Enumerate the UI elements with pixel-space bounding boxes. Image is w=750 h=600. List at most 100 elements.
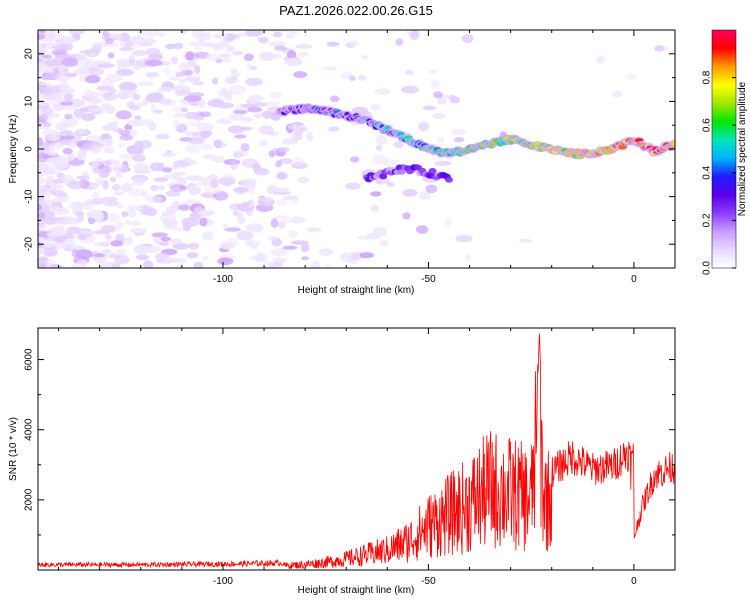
noise-blob: [228, 46, 235, 52]
branch-point: [428, 168, 437, 174]
noise-blob: [217, 89, 230, 98]
noise-blob: [277, 221, 286, 229]
noise-blob: [224, 227, 242, 232]
noise-blob: [425, 184, 438, 194]
noise-blob: [199, 144, 214, 150]
noise-blob: [153, 236, 161, 244]
noise-blob: [129, 220, 142, 227]
noise-blob: [106, 212, 120, 223]
noise-blob: [154, 109, 163, 114]
noise-blob: [286, 50, 297, 60]
noise-blob: [228, 34, 241, 40]
noise-blob: [92, 41, 108, 48]
noise-blob: [104, 160, 112, 165]
noise-blob: [38, 110, 43, 117]
noise-blob: [372, 227, 387, 237]
noise-blob: [153, 177, 169, 183]
snr-y-axis-label: SNR (10 * v/v): [8, 417, 19, 481]
noise-blob: [105, 105, 116, 114]
noise-blob: [118, 153, 135, 160]
noise-blob: [133, 245, 151, 254]
noise-blob: [215, 118, 233, 125]
noise-blob: [359, 252, 375, 259]
noise-blob: [44, 58, 63, 67]
noise-blob: [46, 175, 54, 184]
x-tick-label: -50: [421, 274, 436, 285]
noise-blob: [119, 134, 133, 141]
noise-blob: [104, 38, 115, 45]
noise-blob: [115, 110, 132, 120]
y-tick-label: 6000: [24, 348, 35, 371]
noise-blob: [258, 125, 274, 135]
noise-blob: [219, 53, 232, 58]
noise-blob: [38, 92, 46, 98]
noise-blob: [169, 76, 180, 81]
colorbar-tick-label: 0.2: [702, 213, 713, 227]
noise-blob: [284, 57, 303, 67]
noise-blob: [165, 43, 177, 50]
noise-blob: [248, 94, 264, 103]
noise-blob: [132, 40, 142, 49]
noise-blob: [328, 126, 340, 132]
noise-blob: [91, 96, 99, 102]
noise-blob: [161, 152, 177, 158]
noise-blob: [268, 41, 286, 46]
noise-blob: [311, 260, 321, 268]
noise-blob: [208, 174, 219, 180]
noise-blob: [357, 74, 367, 81]
noise-blob: [145, 72, 160, 78]
chart-title: PAZ1.2026.022.00.26.G15: [279, 3, 433, 18]
noise-blob: [109, 176, 117, 183]
noise-blob: [191, 76, 201, 83]
noise-blob: [232, 210, 239, 216]
noise-blob: [155, 133, 170, 140]
noise-blob: [223, 173, 233, 179]
noise-blob: [38, 204, 43, 211]
noise-blob: [110, 240, 124, 247]
noise-blob: [245, 207, 253, 217]
noise-blob: [357, 235, 374, 240]
noise-blob: [207, 99, 225, 107]
noise-blob: [272, 257, 288, 263]
y-tick-label: -20: [24, 237, 35, 252]
noise-blob: [418, 121, 430, 132]
noise-blob: [78, 54, 88, 62]
noise-blob: [288, 229, 298, 239]
noise-blob: [131, 49, 148, 57]
noise-blob: [306, 131, 314, 142]
noise-blob: [44, 72, 59, 80]
noise-blob: [134, 140, 144, 150]
noise-blob: [43, 54, 53, 59]
noise-blob: [164, 68, 171, 76]
noise-blob: [173, 42, 184, 50]
noise-blob: [83, 89, 93, 99]
noise-blob: [141, 243, 153, 248]
noise-blob: [50, 100, 59, 107]
noise-blob: [113, 190, 125, 196]
colorbar-ticks: 0.0 0.2 0.4 0.6 0.8: [702, 70, 736, 275]
noise-blob: [212, 155, 225, 163]
noise-blob: [52, 190, 67, 198]
noise-blob: [254, 113, 262, 119]
noise-blob: [375, 144, 383, 151]
colorbar-label: Normalized spectral amplitude: [737, 81, 748, 216]
noise-blob: [132, 93, 140, 101]
noise-blob: [43, 87, 53, 96]
noise-blob: [157, 32, 166, 38]
noise-blob: [94, 177, 104, 186]
noise-blob: [46, 157, 56, 164]
noise-blob: [210, 178, 219, 188]
noise-blob: [84, 48, 100, 58]
noise-blob: [211, 77, 219, 85]
noise-blob: [429, 69, 437, 75]
noise-blob: [464, 254, 471, 262]
x-tick-label: 0: [631, 576, 637, 587]
noise-blob: [404, 69, 414, 76]
noise-blob: [196, 182, 213, 187]
noise-blob: [183, 111, 201, 120]
spectrogram-heatmap: [38, 30, 675, 268]
snr-frame: [37, 327, 676, 571]
noise-blob: [118, 89, 134, 99]
noise-blob: [63, 232, 74, 239]
noise-blob: [203, 31, 212, 41]
